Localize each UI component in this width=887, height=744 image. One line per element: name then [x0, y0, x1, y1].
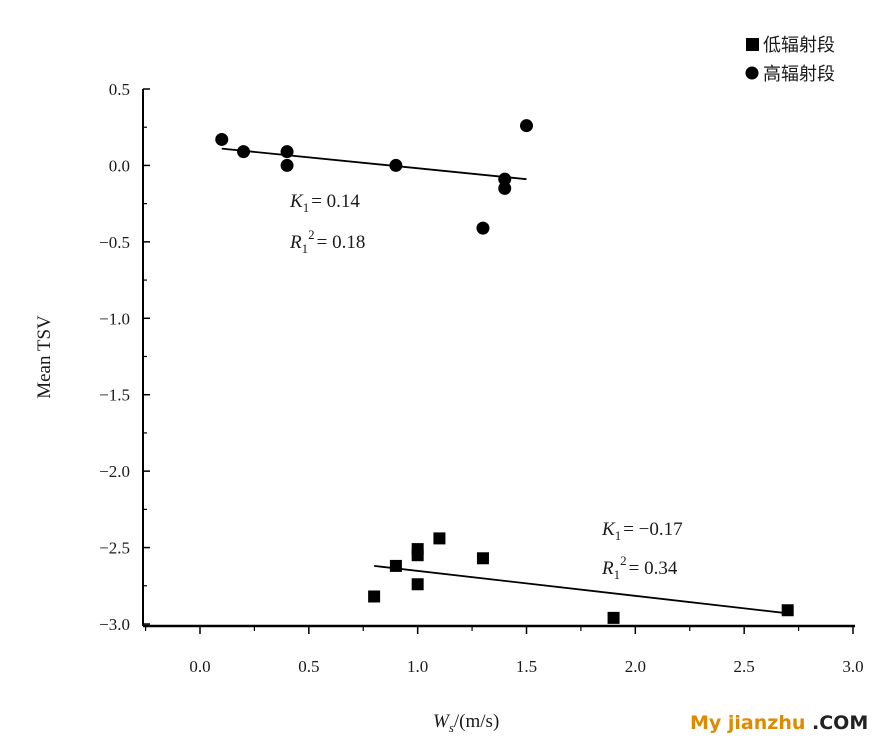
y-tick-label: 0.0 — [109, 156, 130, 175]
legend-square-marker — [746, 38, 759, 51]
data-point-low — [607, 611, 620, 624]
y-tick-label: −2.5 — [99, 539, 130, 558]
y-tick-label: −2.0 — [99, 462, 130, 481]
x-axis-title-sub: s — [449, 720, 454, 735]
x-tick-label: 2.0 — [625, 657, 646, 676]
x-tick-label: 2.5 — [734, 657, 755, 676]
data-point-low — [781, 604, 794, 617]
data-point-high — [237, 145, 251, 159]
data-point-low — [411, 578, 424, 591]
data-point-high — [498, 181, 512, 195]
y-tick-label: −1.0 — [99, 309, 130, 328]
legend: 低辐射段 高辐射段 — [745, 35, 835, 85]
y-tick-label: −1.5 — [99, 386, 130, 405]
x-tick-label: 1.0 — [407, 657, 428, 676]
y-tick-label: 0.5 — [109, 80, 130, 99]
y-tick-label: −3.0 — [99, 615, 130, 634]
watermark: My jianzhu .COM — [690, 712, 868, 734]
data-point-low — [389, 559, 402, 572]
data-point-high — [498, 172, 512, 186]
fit-line-low — [374, 565, 788, 615]
data-point-high — [520, 119, 533, 133]
data-point-high — [280, 158, 294, 172]
axes — [142, 89, 855, 628]
x-tick-label: 0.5 — [298, 657, 319, 676]
x-tick-label: 0.0 — [189, 657, 210, 676]
y-tick-label: −0.5 — [99, 233, 130, 252]
legend-circle-marker — [745, 66, 759, 80]
data-point-high — [389, 158, 403, 172]
annotation-r2-high: R12 = 0.18 — [289, 227, 365, 256]
data-point-low — [433, 532, 446, 545]
data-point-low — [368, 590, 381, 603]
x-axis-title-unit: /(m/s) — [454, 711, 499, 732]
y-axis-title: Mean TSV — [34, 315, 55, 399]
annotation-r2-low: R12 = 0.34 — [601, 553, 678, 582]
fit-lines — [221, 147, 788, 615]
data-point-high — [215, 132, 229, 146]
annotation-k-high: K1 = 0.14 — [289, 191, 360, 215]
legend-label-high: 高辐射段 — [763, 64, 835, 85]
x-axis-title: Ws/(m/s) — [433, 711, 499, 735]
ticks: 0.5 0.0 −0.5 −1.0 −1.5 −2.0 −2.5 −3.0 0.0 0.5 1.0 1… — [99, 80, 863, 676]
data-point-high — [476, 221, 490, 235]
fit-line-high — [221, 147, 527, 181]
data-point-high — [280, 145, 294, 159]
legend-label-low: 低辐射段 — [763, 35, 835, 56]
data-point-low — [411, 549, 424, 562]
data-points — [215, 119, 794, 624]
data-point-low — [476, 552, 489, 565]
annotation-k-low: K1 = −0.17 — [601, 519, 683, 543]
x-tick-label: 1.5 — [516, 657, 537, 676]
x-axis-title-main: W — [433, 711, 451, 732]
x-tick-label: 3.0 — [842, 657, 863, 676]
